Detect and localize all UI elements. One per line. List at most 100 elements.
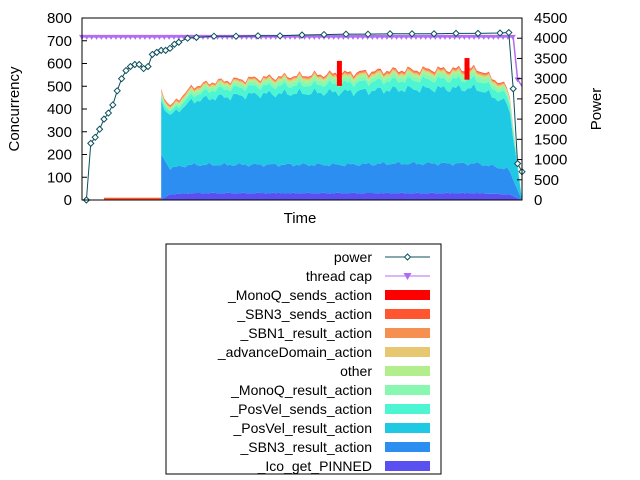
- y-tick-label: 300: [47, 124, 72, 141]
- thread-cap-marker: [166, 34, 173, 40]
- thread-cap-marker: [83, 34, 90, 40]
- stacked-areas: [104, 58, 522, 201]
- thread-cap-marker: [354, 34, 361, 40]
- legend-label: _SBN1_result_action: [239, 325, 372, 341]
- thread-cap-line: [82, 36, 523, 87]
- power-marker: [87, 139, 95, 148]
- thread-cap-marker: [103, 34, 110, 40]
- power-marker: [109, 101, 117, 109]
- power-marker: [254, 32, 262, 40]
- y2-tick-label: 4000: [534, 30, 567, 47]
- legend-label: other: [340, 363, 372, 379]
- legend-swatch: [385, 290, 430, 300]
- legend-label: _MonoQ_result_action: [230, 382, 372, 398]
- power-marker: [276, 32, 284, 40]
- power-marker: [100, 115, 108, 123]
- legend-label: _PosVel_result_action: [232, 420, 372, 436]
- power-marker: [298, 31, 306, 39]
- y-tick-label: 400: [47, 101, 72, 118]
- power-marker: [513, 159, 522, 168]
- thread-cap-marker: [442, 34, 448, 40]
- y2-tick-label: 4500: [534, 10, 567, 27]
- power-marker: [364, 30, 372, 38]
- legend-label: _Ico_get_PINNED: [257, 458, 372, 474]
- line-series: [79, 28, 526, 204]
- spike-1: [464, 58, 470, 80]
- power-marker: [144, 62, 152, 71]
- y-tick-label: 500: [47, 78, 72, 95]
- power-marker: [175, 38, 183, 46]
- thread-cap-marker: [393, 34, 400, 40]
- thread-cap-marker: [141, 34, 148, 40]
- power-marker: [496, 29, 504, 37]
- thread-cap-marker: [490, 34, 497, 40]
- y2-tick-label: 2500: [534, 91, 567, 108]
- power-marker: [183, 34, 192, 42]
- thread-cap-marker: [127, 34, 134, 40]
- thread-cap-marker: [456, 34, 463, 40]
- thread-cap-marker: [427, 34, 434, 40]
- legend-swatch: [385, 385, 430, 395]
- legend-label: _SBN3_result_action: [239, 439, 372, 455]
- thread-cap-marker: [161, 34, 168, 40]
- y-tick-label: 200: [47, 147, 72, 164]
- power-marker: [135, 60, 143, 69]
- y-axis-label: Concurrency: [6, 66, 23, 152]
- area-posvel-result-action: [161, 84, 522, 200]
- y2-tick-label: 3500: [534, 50, 567, 67]
- y2-tick-label: 2000: [534, 111, 567, 128]
- y2-tick-label: 1000: [534, 152, 567, 169]
- power-marker: [210, 32, 218, 40]
- thread-cap-marker: [325, 34, 332, 40]
- thread-cap-marker: [108, 34, 115, 40]
- legend-box: [165, 243, 442, 475]
- y2-tick-label: 500: [534, 172, 559, 189]
- thread-cap-marker: [466, 34, 473, 40]
- power-marker: [505, 28, 513, 37]
- y-tick-label: 800: [47, 10, 72, 27]
- thread-cap-marker: [369, 34, 376, 40]
- legend-label: _advanceDomain_action: [217, 344, 372, 360]
- y2-tick-label: 3000: [534, 71, 567, 88]
- legend-label: _PosVel_sends_action: [229, 401, 372, 417]
- thread-cap-marker: [350, 34, 357, 40]
- power-marker: [474, 29, 482, 38]
- thread-cap-marker: [446, 34, 453, 40]
- power-marker: [452, 29, 460, 38]
- spike-0: [336, 60, 342, 86]
- thread-cap-marker: [98, 34, 105, 40]
- area-posvel-sends-action: [161, 75, 522, 200]
- y2-tick-label: 0: [534, 192, 542, 209]
- thread-cap-marker: [316, 34, 323, 40]
- legend-label: _SBN3_sends_action: [236, 306, 372, 322]
- thread-cap-marker: [151, 34, 158, 40]
- thread-cap-marker: [461, 34, 468, 40]
- thread-cap-marker: [156, 34, 163, 40]
- thread-cap-marker: [132, 34, 139, 40]
- thread-cap-marker: [383, 34, 390, 40]
- legend-label: _MonoQ_sends_action: [227, 287, 372, 303]
- thread-cap-marker: [422, 34, 429, 40]
- thread-cap-marker: [412, 34, 419, 40]
- legend-swatch: [385, 328, 430, 338]
- thread-cap-marker: [417, 34, 424, 40]
- power-marker: [509, 85, 517, 93]
- y-tick-label: 600: [47, 56, 72, 73]
- y2-axis-label: Power: [588, 88, 605, 131]
- legend-label: power: [334, 249, 372, 265]
- thread-cap-marker: [170, 34, 177, 40]
- thread-cap-marker: [359, 34, 366, 40]
- legend-marker: [403, 253, 412, 261]
- thread-cap-marker: [306, 34, 313, 40]
- thread-cap-marker: [379, 34, 386, 40]
- area-ico-get-pinned: [161, 192, 522, 200]
- power-marker: [104, 109, 113, 117]
- power-marker: [122, 66, 130, 75]
- thread-cap-marker: [374, 34, 381, 40]
- thread-cap-marker: [146, 34, 153, 40]
- thread-cap-marker: [485, 34, 492, 40]
- power-marker: [232, 32, 240, 40]
- legend-marker: [403, 273, 412, 280]
- y-tick-label: 100: [47, 169, 72, 186]
